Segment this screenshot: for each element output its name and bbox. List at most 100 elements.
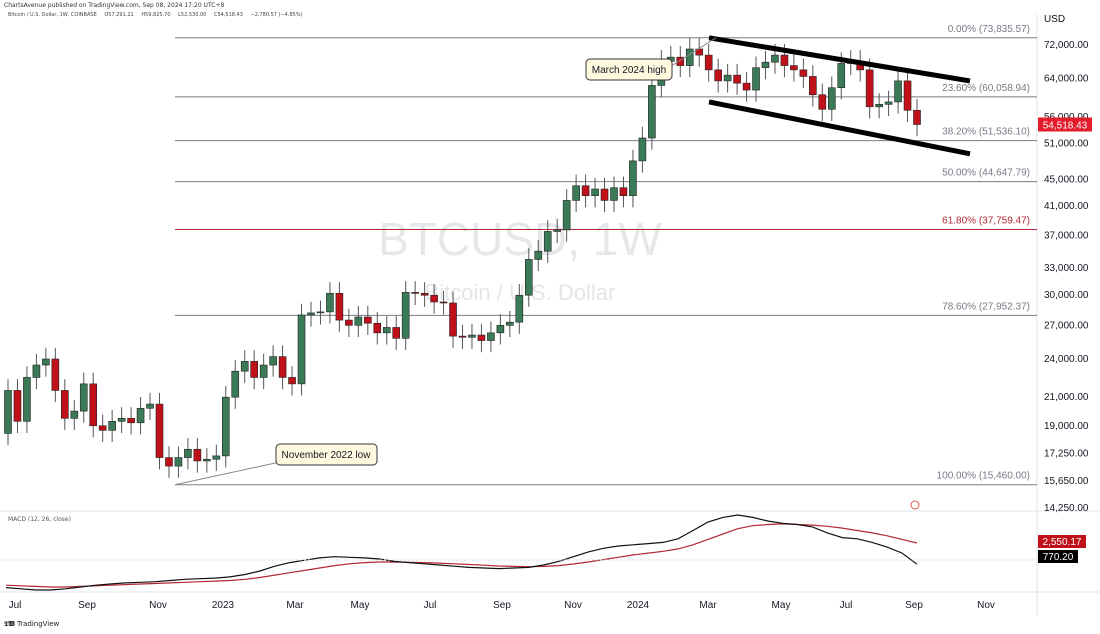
currency-label: USD: [1044, 14, 1066, 25]
candle-body: [780, 54, 789, 66]
candle-body: [288, 377, 296, 385]
fib-level-label: 23.60% (60,058.94): [942, 83, 1030, 94]
candle-body: [42, 358, 50, 366]
macd-value-badge: [1038, 550, 1078, 563]
candle-body: [364, 316, 372, 324]
y-tick-label: 33,000.00: [1044, 263, 1089, 274]
candle-body: [543, 231, 552, 252]
candle-body: [458, 335, 467, 338]
candle-body: [837, 63, 846, 89]
y-tick-label: 37,000.00: [1044, 230, 1089, 241]
fib-level-label: 50.00% (44,647.79): [942, 168, 1030, 179]
candle-body: [79, 383, 88, 412]
macd-line: [5, 514, 918, 591]
fib-level-label: 78.60% (27,952.37): [942, 301, 1030, 312]
fib-level-label: 0.00% (73,835.57): [948, 24, 1030, 35]
candle-body: [4, 390, 12, 434]
candle-body: [638, 137, 647, 162]
callout-november-2022-low: November 2022 low: [282, 450, 372, 461]
candle-body: [704, 54, 713, 71]
callout-box: [275, 443, 378, 466]
candle-body: [411, 292, 419, 294]
y-tick-label: 45,000.00: [1044, 174, 1089, 185]
candle-body: [723, 74, 732, 82]
candle-body: [610, 187, 618, 201]
candle-body: [515, 294, 524, 323]
candle-body: [382, 327, 391, 334]
macd-signal-value: 2,550.17: [1043, 537, 1082, 548]
candle-body: [401, 292, 410, 339]
macd-label: MACD (12, 26, close): [8, 516, 71, 523]
y-tick-label: 30,000.00: [1044, 290, 1089, 301]
candle-body: [676, 56, 685, 66]
ohlc-close: C54,518.43: [213, 12, 243, 18]
candle-body: [524, 259, 533, 296]
fib-level-label: 38.20% (51,536.10): [942, 127, 1030, 138]
candle-body: [790, 65, 798, 71]
candle-body: [771, 54, 779, 63]
candle-body: [591, 188, 599, 196]
candle-body: [761, 61, 770, 69]
alert-icon: [910, 500, 920, 510]
candle-body: [32, 364, 41, 378]
published-header: ChartsAvenue published on TradingView.co…: [4, 2, 225, 9]
ohlc-open: O57,291.21: [104, 12, 134, 18]
candle-body: [184, 448, 192, 458]
last-price-label: 54,518.43: [1043, 120, 1088, 131]
candle-body: [468, 334, 476, 338]
y-tick-label: 15,650.00: [1044, 476, 1089, 487]
candle-body: [203, 458, 211, 462]
x-tick-label: Jul: [840, 600, 853, 611]
candle-body: [193, 448, 202, 462]
x-tick-label: Nov: [977, 600, 995, 611]
y-tick-label: 21,000.00: [1044, 392, 1089, 403]
candle-body: [496, 325, 505, 334]
tradingview-logo-icon: 𝕿𝖂: [4, 620, 15, 628]
candle-body: [733, 74, 741, 84]
candle-body: [420, 293, 429, 296]
candle-body: [127, 418, 135, 424]
candle-body: [884, 101, 893, 105]
candle-body: [269, 356, 277, 366]
candle-body: [250, 361, 258, 378]
watermark-symbol: BTCUSD, 1W: [378, 213, 662, 265]
channel-upper-line: [708, 35, 971, 84]
candle-body: [212, 455, 221, 460]
candle-body: [108, 420, 116, 431]
candle-body: [89, 383, 98, 427]
candle-body: [714, 69, 722, 82]
channel-lower-line: [708, 99, 971, 157]
candle-body: [117, 418, 126, 422]
ohlc-change: −2,780.57 (−4.85%): [250, 12, 303, 18]
candle-body: [316, 311, 325, 314]
symbol-ohlc-line: Bitcoin / U.S. Dollar, 1W, COINBASE O57,…: [8, 12, 309, 18]
candle-body: [562, 200, 571, 231]
ohlc-high: H59,825.70: [141, 12, 171, 18]
candle-body: [487, 332, 495, 341]
y-tick-label: 17,250.00: [1044, 448, 1089, 459]
x-tick-label: Nov: [149, 600, 167, 611]
candle-body: [439, 301, 448, 304]
candle-body: [259, 364, 268, 378]
candle-body: [98, 425, 107, 431]
candle-body: [894, 80, 902, 103]
candle-body: [685, 48, 694, 66]
y-tick-label: 19,000.00: [1044, 421, 1089, 432]
macd-signal-line: [5, 523, 918, 588]
callout-leader: [667, 37, 717, 69]
candle-body: [221, 396, 230, 457]
candle-body: [155, 403, 164, 458]
candle-body: [326, 293, 334, 313]
candle-body: [23, 377, 31, 422]
candle-body: [70, 410, 79, 419]
x-tick-label: Sep: [78, 600, 96, 611]
x-tick-label: Nov: [564, 600, 582, 611]
x-tick-label: 2023: [212, 600, 235, 611]
x-tick-label: May: [351, 600, 370, 611]
macd-value-badge: [1038, 535, 1086, 548]
callout-box: [585, 58, 673, 81]
fib-level-label: 61.80% (37,759.47): [942, 215, 1030, 226]
tradingview-footer[interactable]: 𝕿𝖂 TradingView: [4, 620, 59, 629]
candle-body: [231, 370, 240, 398]
